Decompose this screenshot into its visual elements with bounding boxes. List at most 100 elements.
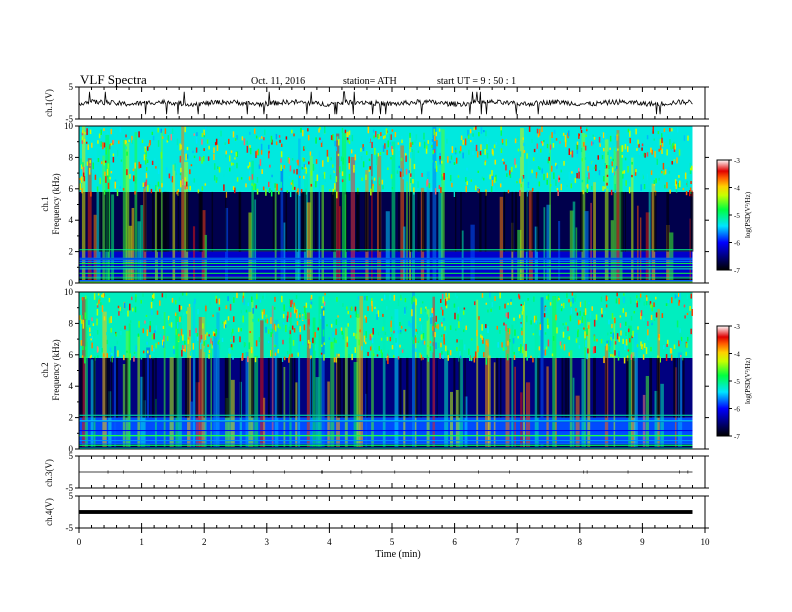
ch2-spec-speckle (470, 357, 473, 361)
ch1-spec-speckle (641, 147, 643, 151)
ch2-spec-speckle (574, 294, 576, 302)
ch2-spec-speckle (532, 357, 534, 363)
ch1-spec-speckle (236, 162, 238, 169)
ch2-spec-speckle (170, 322, 173, 328)
ch2-spec-speckle (288, 357, 290, 363)
ch2-spec-speckle (371, 336, 374, 344)
ch1-spec-speckle (176, 169, 179, 174)
ch2-spec-speckle (310, 294, 313, 300)
ch2-spec-streak (487, 355, 491, 449)
ch1-spec-speckle (279, 139, 281, 143)
ch2-spec-speckle (442, 354, 444, 359)
ch2-spec-speckle (338, 353, 340, 357)
ch2-spec-gap (366, 357, 368, 418)
ch2-spec-speckle (606, 332, 609, 336)
ch2-spec-speckle (215, 328, 218, 336)
ch1-spec-gap (315, 191, 317, 252)
ch1-spec-speckle (621, 145, 624, 152)
ch1-spec-speckle (490, 186, 493, 193)
x-tick-label: 0 (77, 537, 82, 547)
ch2-spec-speckle (683, 304, 686, 308)
ch2-spec-speckle (527, 298, 529, 301)
ch1-spec-speckle (505, 164, 507, 171)
ch1-spec-speckle (611, 167, 614, 173)
ch1-spec-speckle (323, 126, 326, 134)
ch1-spec-speckle (560, 169, 563, 173)
ch2-spec-speckle (423, 340, 426, 345)
ch2-spec-speckle (422, 340, 425, 345)
ch2-spec-streak (403, 389, 406, 449)
ch2-spec-speckle (383, 294, 386, 300)
ch1-spec-speckle (611, 161, 613, 167)
ch2-spec-speckle (239, 336, 241, 343)
ch1-spec-speckle (493, 144, 496, 149)
ch2-spec-speckle (106, 339, 109, 345)
ch1-spec-speckle (82, 166, 85, 173)
ch1-spec-speckle (528, 184, 531, 187)
ch2-spec-streak (163, 312, 166, 449)
ch2-spec-streak (274, 319, 279, 449)
ch2-spec-gap (682, 357, 685, 418)
ch2-spec-speckle (120, 306, 123, 314)
ch2-spec-speckle (216, 298, 218, 304)
ch1-spec-speckle (636, 148, 638, 151)
ch1-spec-speckle (604, 186, 606, 190)
ch1-spec-speckle (110, 143, 113, 147)
ch1-colorbar-tick-label: -6 (734, 240, 740, 248)
ch1-spec-speckle (465, 185, 467, 193)
ch1-spec-speckle (487, 174, 489, 179)
ch2-spec-speckle (463, 307, 466, 310)
ch2-spec-speckle (615, 298, 618, 304)
ch1-spec-speckle (248, 162, 251, 167)
ch2-spec-speckle (377, 310, 380, 317)
ch1-spec-speckle (329, 189, 331, 192)
ch1-spec-speckle (230, 150, 233, 153)
ch2-spec-speckle (567, 336, 569, 340)
ch2-spec-speckle (153, 348, 155, 352)
ch1-spec-speckle (247, 165, 249, 169)
x-tick-label: 9 (640, 537, 645, 547)
ch2-spec-speckle (650, 314, 653, 321)
ch2-spec-gap (453, 357, 456, 418)
ch2-spec-gap (310, 357, 313, 418)
ch1-spec-speckle (661, 133, 663, 138)
ch2-spec-speckle (618, 298, 620, 305)
ch1-spec-speckle (523, 142, 525, 147)
ch2-spec-speckle (127, 316, 129, 323)
ch1-spec-speckle (112, 156, 115, 163)
ch1-spec-speckle (546, 143, 549, 149)
ch2-spec-gap (142, 357, 146, 418)
ch2-spec-streak (511, 324, 514, 449)
ch1-spec-speckle (268, 144, 270, 150)
ch1-spec-speckle (89, 129, 92, 135)
ch2-spec-speckle (127, 310, 129, 317)
ch1-spec-gap (301, 191, 305, 252)
ch1-spec-speckle (132, 168, 135, 172)
ch1-spec-speckle (676, 127, 679, 133)
ch1-spec-speckle (289, 165, 292, 172)
ch2-spec-speckle (159, 334, 162, 337)
ch2-spec-speckle (167, 315, 170, 321)
ch2-spec-streak (260, 320, 264, 449)
ch1-spec-speckle (260, 143, 263, 151)
x-tick-label: 3 (265, 537, 270, 547)
ch2-spec-speckle (587, 348, 589, 354)
ch1-spec-speckle (228, 138, 230, 144)
ch1-spec-speckle (186, 154, 189, 159)
ch2-spec-gap (496, 357, 499, 418)
ch2-spec-speckle (101, 305, 104, 312)
ch2-spec-speckle (678, 293, 680, 297)
ch2-spec-speckle (680, 336, 683, 342)
ch2-spec-speckle (247, 356, 249, 363)
ch1-spec-speckle (607, 151, 609, 156)
ch2-spec-speckle (480, 334, 482, 338)
ch2-spec-speckle (131, 317, 134, 325)
ch2-spec-speckle (296, 321, 299, 326)
ch1-spec-speckle (307, 135, 310, 141)
ch1-spec-speckle (517, 136, 519, 143)
ch2-spec-speckle (365, 317, 368, 323)
ch2-spec-speckle (643, 343, 646, 349)
ch1-spec-speckle (464, 138, 467, 146)
ch1-spec-speckle (439, 156, 441, 162)
ch2-spec-speckle (88, 320, 90, 325)
